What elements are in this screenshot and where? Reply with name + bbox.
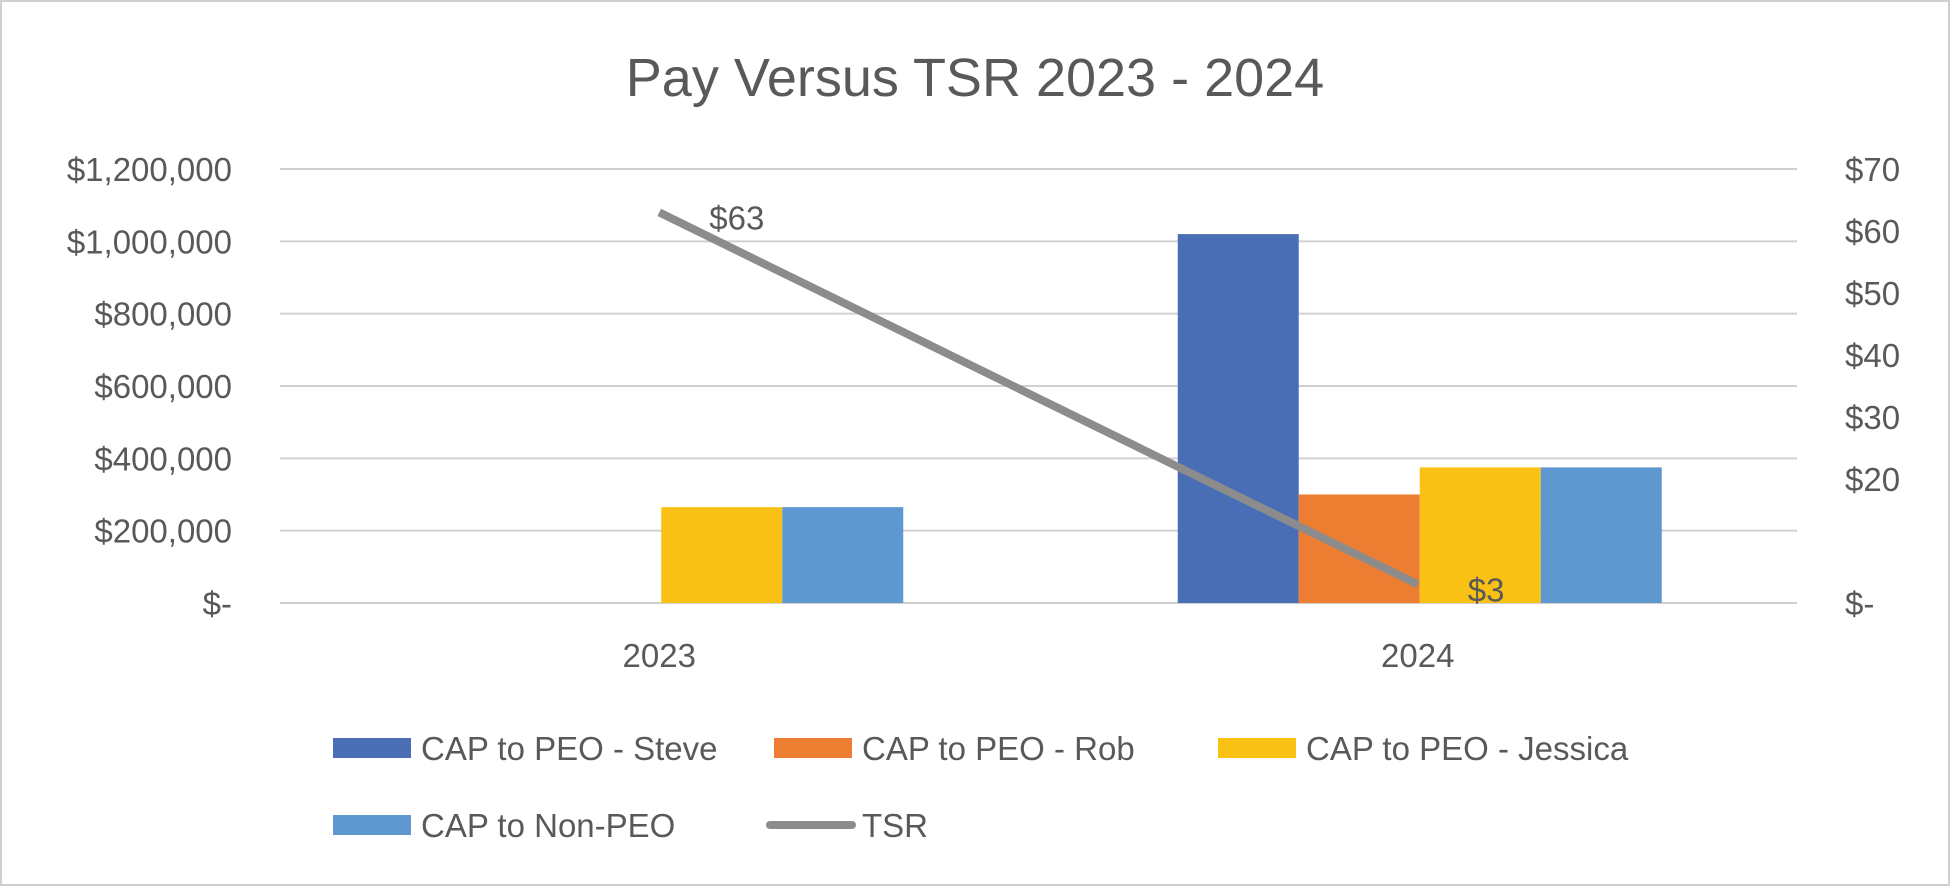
category-axis: 2023 2024 <box>623 637 1455 674</box>
legend: CAP to PEO - Steve CAP to PEO - Rob CAP to… <box>333 730 1629 844</box>
category-label: 2024 <box>1381 637 1454 674</box>
legend-label: TSR <box>862 807 928 844</box>
category-label: 2023 <box>623 637 696 674</box>
left-axis: $- $200,000 $400,000 $600,000 $800,000 $1,000… <box>67 151 232 622</box>
tsr-data-label: $3 <box>1468 571 1505 608</box>
bar-cap-to-non-peo-2024 <box>1540 467 1662 603</box>
legend-item-tsr: TSR <box>766 807 928 844</box>
legend-label: CAP to Non-PEO <box>421 807 675 844</box>
left-tick-label: $800,000 <box>94 296 232 333</box>
legend-item-cap-to-peo-steve: CAP to PEO - Steve <box>333 730 718 767</box>
legend-label: CAP to PEO - Rob <box>862 730 1135 767</box>
tsr-data-label: $63 <box>709 199 764 236</box>
legend-label: CAP to PEO - Steve <box>421 730 718 767</box>
tsr-line <box>657 208 1420 588</box>
bar-cap-to-peo-jessica-2024 <box>1419 467 1541 603</box>
right-tick-label: $- <box>1845 585 1874 622</box>
left-tick-label: $1,000,000 <box>67 223 232 260</box>
bar-cap-to-peo-rob-2024 <box>1298 494 1420 603</box>
bars <box>661 234 1662 603</box>
legend-swatch <box>333 738 411 758</box>
right-tick-label: $20 <box>1845 461 1900 498</box>
legend-label: CAP to PEO - Jessica <box>1306 730 1629 767</box>
bar-cap-to-peo-jessica-2023 <box>661 507 783 603</box>
bar-cap-to-non-peo-2023 <box>782 507 904 603</box>
tsr-line-layer: $63 $3 <box>657 199 1505 608</box>
legend-item-cap-to-non-peo: CAP to Non-PEO <box>333 807 675 844</box>
legend-item-cap-to-peo-jessica: CAP to PEO - Jessica <box>1218 730 1629 767</box>
right-tick-label: $40 <box>1845 337 1900 374</box>
left-tick-label: $1,200,000 <box>67 151 232 188</box>
left-tick-label: $600,000 <box>94 368 232 405</box>
bar-cap-to-peo-steve-2024 <box>1177 234 1299 603</box>
right-tick-label: $60 <box>1845 213 1900 250</box>
legend-swatch <box>333 815 411 835</box>
right-tick-label: $30 <box>1845 399 1900 436</box>
right-tick-label: $70 <box>1845 151 1900 188</box>
right-tick-label: $50 <box>1845 275 1900 312</box>
legend-item-cap-to-peo-rob: CAP to PEO - Rob <box>774 730 1135 767</box>
left-tick-label: $- <box>203 585 232 622</box>
right-axis: $- $20 $30 $40 $50 $60 $70 <box>1845 151 1900 622</box>
chart-title: Pay Versus TSR 2023 - 2024 <box>626 48 1324 108</box>
left-tick-label: $200,000 <box>94 513 232 550</box>
legend-swatch <box>774 738 852 758</box>
left-tick-label: $400,000 <box>94 440 232 477</box>
legend-swatch <box>1218 738 1296 758</box>
